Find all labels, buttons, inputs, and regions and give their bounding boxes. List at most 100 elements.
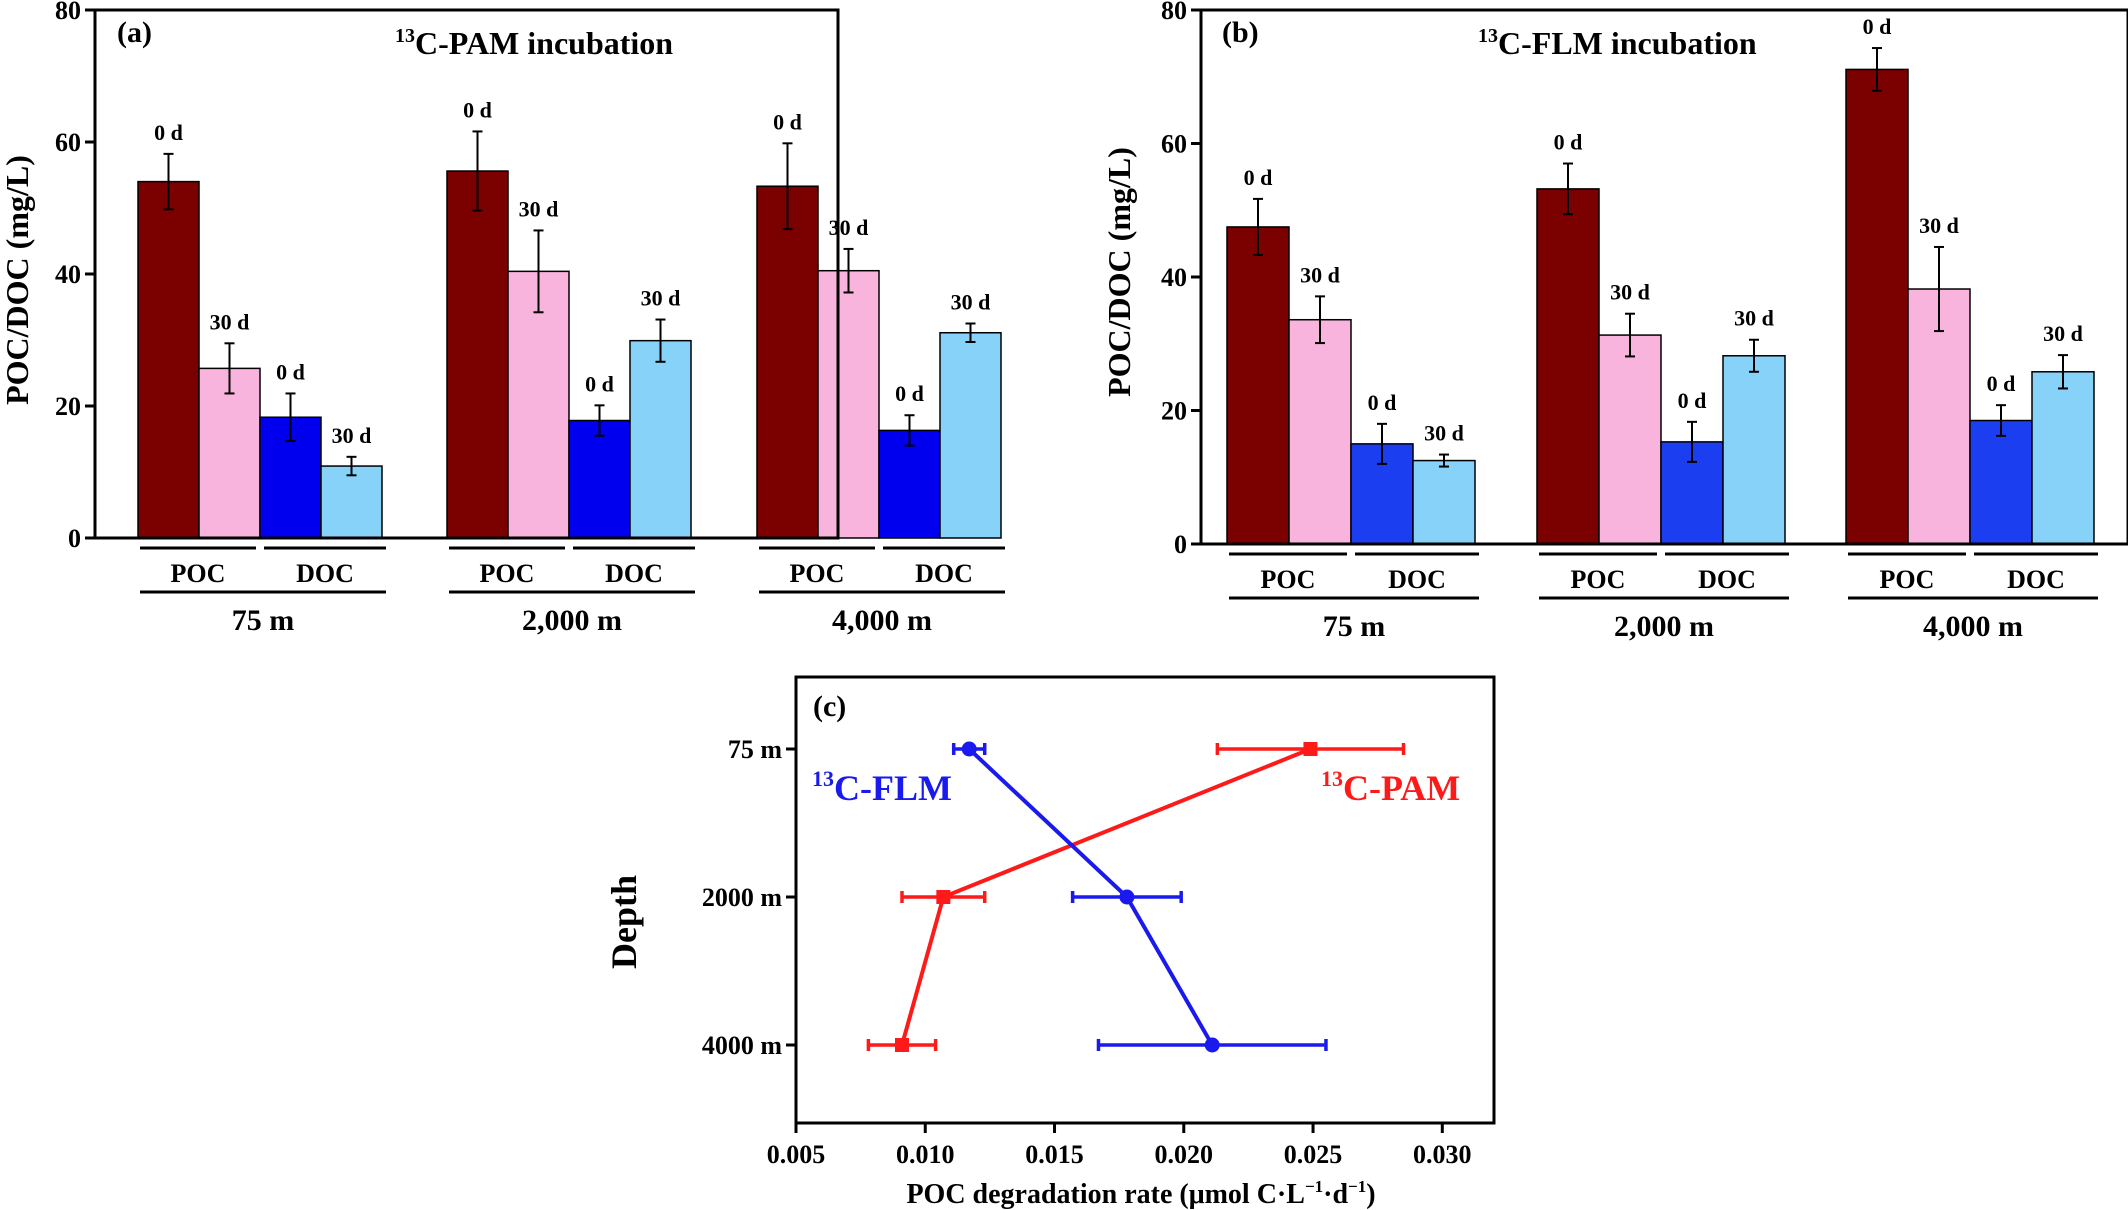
panel-a-title: 13C-PAM incubation	[395, 25, 673, 61]
b-bar-label: 0 d	[1987, 371, 2016, 396]
a-bar-label: 30 d	[519, 196, 559, 221]
panel-a-bars: 0 d 30 d 0 d 30 d 0 d 30 d 0 d 30 d 0 d 30 d 0 d 30…	[137, 97, 1002, 539]
b-bar-label: 30 d	[1610, 280, 1650, 305]
panel-b-title-sup: 13	[1478, 25, 1498, 47]
b-depth-label: 75 m	[1323, 610, 1386, 643]
b-bar	[2031, 371, 2095, 545]
a-bar	[817, 269, 880, 539]
c-ytick-label: 4000 m	[702, 1031, 783, 1060]
b-ytick-label: 40	[1161, 263, 1187, 292]
panel-c-x-label-main: POC degradation rate (μmol C·L	[906, 1179, 1305, 1210]
a-depth-label: 75 m	[232, 604, 295, 637]
b-subgroup-poc: POC	[1261, 565, 1316, 594]
a-ytick-label: 80	[55, 0, 81, 25]
b-bar-label: 30 d	[1734, 306, 1774, 331]
panel-a-title-sup: 13	[395, 25, 415, 47]
panel-c-series	[866, 741, 1406, 1053]
c-point-circle	[961, 741, 977, 757]
panel-a-plot-frame	[93, 8, 840, 540]
panel-a-y-axis-label: POC/DOC (mg/L)	[0, 155, 35, 405]
c-point-circle	[1119, 889, 1135, 905]
a-bar-label: 0 d	[276, 359, 305, 384]
a-ytick-label: 40	[55, 260, 81, 289]
c-xtick-label: 0.025	[1284, 1140, 1343, 1169]
a-subgroup-poc: POC	[790, 559, 845, 588]
panel-c-label: (c)	[813, 690, 846, 723]
a-ytick-label: 20	[55, 392, 81, 421]
c-point-square	[1303, 742, 1318, 756]
b-bar-label: 30 d	[1919, 213, 1959, 238]
a-bar	[198, 367, 261, 539]
panel-c-y-axis-label: Depth	[604, 875, 644, 969]
b-bar-label: 30 d	[2043, 321, 2083, 346]
legend-13c-flm-sup: 13	[812, 766, 834, 791]
b-bar-label: 30 d	[1300, 262, 1340, 287]
a-ytick-label: 60	[55, 128, 81, 157]
b-bar	[1226, 226, 1290, 545]
a-bar	[446, 170, 509, 539]
b-bar-label: 0 d	[1368, 390, 1397, 415]
b-bar-label: 0 d	[1863, 14, 1892, 39]
b-subgroup-doc: DOC	[1698, 565, 1756, 594]
a-bar-label: 0 d	[463, 97, 492, 122]
panel-b-title-text: C-FLM incubation	[1498, 25, 1757, 61]
a-bar	[756, 185, 819, 539]
b-bar	[1845, 68, 1909, 545]
b-depth-label: 4,000 m	[1923, 610, 2023, 643]
panel-c-x-label-end: )	[1366, 1179, 1375, 1210]
a-subgroup-doc: DOC	[915, 559, 973, 588]
panel-c-x-label-mid: ·d	[1323, 1179, 1348, 1210]
c-ytick-label: 2000 m	[702, 883, 783, 912]
panel-b-plot-frame	[1199, 8, 2128, 546]
panel-a-label: (a)	[117, 16, 152, 49]
a-bar-label: 30 d	[332, 423, 372, 448]
legend-13c-pam-text: C-PAM	[1343, 768, 1460, 808]
a-bar-label: 30 d	[829, 215, 869, 240]
panel-c-x-axis-label: POC degradation rate (μmol C·L−1·d−1)	[906, 1177, 1375, 1210]
panel-b: POC/DOC (mg/L) (b) 13C-FLM incubation 0 2…	[1101, 0, 2128, 643]
panel-a-title-text: C-PAM incubation	[415, 25, 673, 61]
panel-c-plot-frame	[794, 675, 1496, 1125]
b-ytick-label: 60	[1161, 130, 1187, 159]
a-depth-label: 2,000 m	[522, 604, 622, 637]
c-xtick-label: 0.005	[767, 1140, 826, 1169]
c-xtick-label: 0.030	[1413, 1140, 1472, 1169]
a-bar-label: 0 d	[773, 109, 802, 134]
b-subgroup-poc: POC	[1880, 565, 1935, 594]
legend-label-13c-flm: 13C-FLM	[812, 766, 952, 808]
a-bar-label: 0 d	[585, 371, 614, 396]
panel-b-y-axis-label: POC/DOC (mg/L)	[1101, 147, 1137, 397]
a-bar	[320, 465, 383, 539]
a-depth-label: 4,000 m	[832, 604, 932, 637]
b-bar-label: 0 d	[1554, 130, 1583, 155]
b-bar	[1722, 355, 1786, 545]
panel-b-label: (b)	[1222, 16, 1259, 49]
panel-c-x-label-sup1: −1	[1305, 1177, 1323, 1196]
a-bar	[939, 331, 1002, 539]
legend-13c-pam-sup: 13	[1321, 766, 1343, 791]
a-subgroup-doc: DOC	[296, 559, 354, 588]
panel-c: (c) Depth 0.005 0.010 0.015 0.020 0.025 0.030…	[604, 675, 1496, 1210]
b-ytick-label: 0	[1174, 530, 1187, 559]
b-bar-label: 0 d	[1244, 165, 1273, 190]
b-ytick-label: 80	[1161, 0, 1187, 25]
a-bar-label: 30 d	[641, 286, 681, 311]
a-bar	[878, 429, 941, 539]
a-bar-label: 30 d	[951, 290, 991, 315]
b-bar-label: 0 d	[1678, 388, 1707, 413]
c-point-circle	[1204, 1037, 1220, 1053]
a-ytick-label: 0	[68, 524, 81, 553]
a-bar	[507, 270, 570, 539]
b-depth-label: 2,000 m	[1614, 610, 1714, 643]
panel-a: POC/DOC (mg/L) (a) 13C-PAM incubation 0 2…	[0, 0, 1005, 637]
a-bar-label: 0 d	[895, 381, 924, 406]
legend-label-13c-pam: 13C-PAM	[1321, 766, 1460, 808]
a-subgroup-doc: DOC	[605, 559, 663, 588]
b-bar	[1412, 459, 1476, 545]
a-bar	[137, 180, 200, 539]
b-bar-label: 30 d	[1424, 421, 1464, 446]
c-xtick-label: 0.010	[896, 1140, 955, 1169]
b-bar	[1969, 419, 2033, 545]
